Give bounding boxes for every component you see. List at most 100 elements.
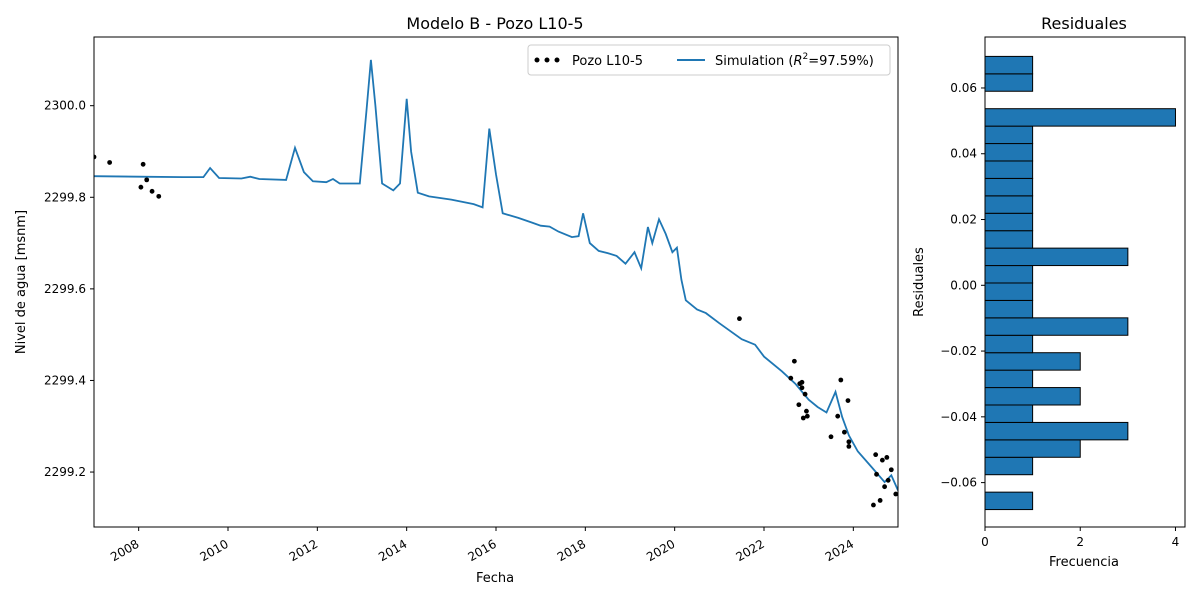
main-chart: Modelo B - Pozo L10-5 2008 2010 2012 2014 20…: [14, 14, 899, 586]
x-tick-label: 2016: [465, 537, 498, 564]
histogram-bar: [984, 421, 1129, 441]
observed-point: [107, 160, 113, 165]
x-tick-label: 2022: [733, 537, 766, 564]
histogram-bar: [984, 282, 1034, 301]
residuals-y-ticks: −0.06 −0.04 −0.02 0.00 0.02 0.04 0.06: [940, 81, 985, 490]
y-tick-label: 2299.4: [44, 373, 86, 387]
observed-point: [888, 467, 894, 473]
histogram-bar: [984, 55, 1034, 75]
legend-observed-marker: [554, 57, 560, 63]
observed-point: [138, 184, 144, 190]
histogram-bar: [984, 299, 1034, 319]
observed-point: [882, 484, 887, 490]
residuals-axes-frame: [984, 36, 1186, 528]
histogram-bar: [984, 265, 1034, 284]
legend: Pozo L10-5 Simulation (R2=97.59%): [527, 44, 891, 76]
observed-point: [877, 498, 883, 503]
main-y-ticks: 2299.2 2299.4 2299.6 2299.8 2300.0: [44, 99, 94, 479]
observed-point: [828, 434, 834, 440]
y-tick-label: 2299.6: [44, 282, 86, 296]
residuals-x-axis-label: Frecuencia: [1049, 555, 1119, 570]
observed-point: [804, 408, 809, 414]
observed-point: [156, 193, 162, 199]
x-tick-label: 2014: [376, 537, 409, 564]
observed-point: [800, 415, 806, 421]
histogram-bar: [984, 212, 1034, 232]
observed-point: [835, 413, 841, 419]
x-tick-label: 0: [981, 535, 989, 549]
observed-point: [796, 402, 802, 408]
y-tick-label: 2299.8: [44, 190, 86, 204]
observed-point: [846, 439, 852, 445]
main-plot-area: [94, 59, 898, 508]
observed-point: [94, 154, 97, 160]
y-tick-label: 0.06: [950, 81, 977, 95]
histogram-bar: [984, 125, 1034, 145]
histogram-bar: [984, 108, 1176, 127]
main-x-axis-label: Fecha: [476, 571, 514, 586]
legend-box: [527, 44, 891, 76]
y-tick-label: 2299.2: [44, 465, 86, 479]
main-title: Modelo B - Pozo L10-5: [406, 14, 583, 33]
histogram-bar: [984, 160, 1034, 179]
main-axes-frame: [93, 36, 899, 528]
residuals-y-axis-label: Residuales: [912, 247, 927, 317]
observed-point: [788, 375, 794, 381]
simulation-line: [94, 59, 898, 491]
histogram-bar: [984, 456, 1034, 476]
observed-point: [791, 358, 797, 364]
histogram-bar: [984, 352, 1081, 371]
histogram-bar: [984, 247, 1129, 267]
observed-point: [885, 477, 891, 483]
x-tick-label: 2008: [108, 537, 141, 564]
histogram-bar: [984, 491, 1034, 511]
observed-point: [845, 398, 851, 404]
histogram-bar: [984, 177, 1034, 197]
observed-point: [838, 377, 844, 383]
observed-point: [873, 452, 879, 458]
observed-point: [884, 454, 890, 460]
legend-observed-label: Pozo L10-5: [572, 54, 643, 69]
observed-point: [893, 491, 898, 497]
y-tick-label: −0.06: [940, 476, 977, 490]
main-x-ticks: 2008 2010 2012 2014 2016 2018 2020 2022 2024: [108, 527, 856, 564]
observed-point: [871, 502, 876, 508]
histogram-bar: [984, 439, 1081, 458]
y-tick-label: 2300.0: [44, 99, 86, 113]
residuals-x-ticks: 0 2 4: [981, 527, 1179, 549]
x-tick-label: 2018: [555, 537, 588, 564]
residuals-plot-area: [984, 55, 1176, 511]
observed-point: [846, 444, 852, 449]
histogram-bar: [984, 143, 1034, 162]
legend-observed-marker: [544, 57, 550, 63]
histogram-bar: [984, 334, 1034, 354]
y-tick-label: 0.04: [950, 147, 977, 161]
observed-point: [144, 177, 150, 183]
histogram-bar: [984, 317, 1129, 336]
observed-point: [140, 161, 146, 167]
x-tick-label: 2020: [644, 537, 677, 564]
observed-point: [874, 471, 879, 477]
main-y-axis-label: Nivel de agua [msnm]: [14, 210, 29, 354]
observed-point: [737, 316, 742, 322]
histogram-bar: [984, 387, 1081, 406]
observed-point: [799, 379, 805, 385]
y-tick-label: −0.02: [940, 344, 977, 358]
x-tick-label: 2012: [287, 537, 320, 564]
observed-point: [149, 188, 155, 194]
x-tick-label: 4: [1172, 535, 1180, 549]
histogram-bar: [984, 404, 1034, 423]
y-tick-label: 0.02: [950, 213, 977, 227]
x-tick-label: 2: [1076, 535, 1084, 549]
observed-point: [799, 385, 805, 391]
x-tick-label: 2024: [823, 537, 856, 564]
observed-point: [802, 391, 808, 397]
observed-point: [879, 457, 885, 463]
legend-observed-marker: [534, 57, 540, 63]
residuals-title: Residuales: [1041, 14, 1127, 33]
histogram-bar: [984, 73, 1034, 92]
y-tick-label: 0.00: [950, 278, 977, 292]
y-tick-label: −0.04: [940, 410, 977, 424]
legend-simulation-label: Simulation (R2=97.59%): [715, 52, 874, 69]
x-tick-label: 2010: [197, 537, 230, 564]
